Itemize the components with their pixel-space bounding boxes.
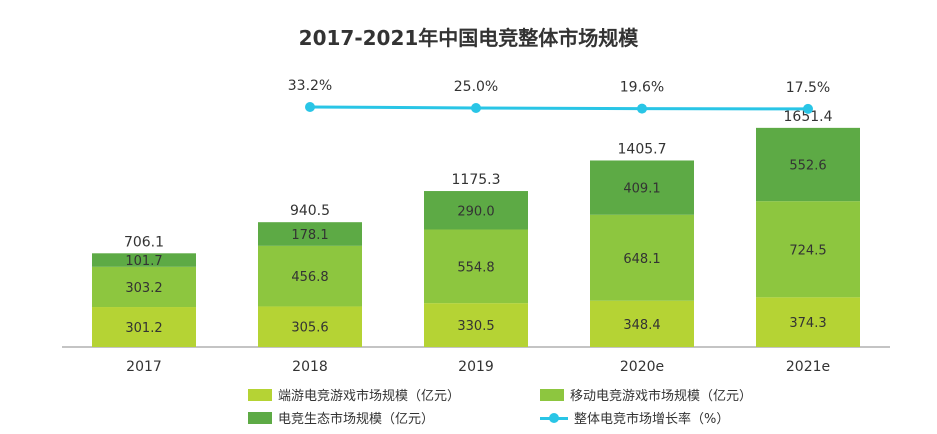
bar-segment-2021e-series-1 [756, 201, 860, 298]
growth-rate-label-2021e: 17.5% [786, 80, 830, 96]
legend-label-growth: 整体电竞市场增长率（%） [574, 412, 730, 427]
data-label-2020e-series-0: 348.4 [623, 318, 660, 333]
data-label-2019-series-2: 290.0 [457, 204, 494, 219]
bar-segment-2017-series-1 [92, 266, 196, 308]
bar-segment-2019-series-1 [424, 229, 528, 304]
bar-segment-2017-series-2 [92, 253, 196, 267]
legend-label-mobile: 移动电竞游戏市场规模（亿元） [570, 389, 753, 404]
bar-segment-2017-series-0 [92, 307, 196, 347]
bar-segment-2020e-series-0 [590, 300, 694, 347]
x-tick-label-2017: 2017 [126, 359, 162, 375]
data-label-2019-series-1: 554.8 [457, 260, 494, 275]
bar-segment-2021e-series-0 [756, 297, 860, 347]
total-label-2017: 706.1 [124, 234, 164, 250]
growth-rate-label-2019: 25.0% [454, 79, 498, 95]
legend-swatch-mobile [540, 388, 564, 401]
bar-segment-2018-series-0 [258, 306, 362, 347]
legend-label-pc: 端游电竞游戏市场规模（亿元） [278, 389, 461, 404]
data-label-2021e-series-0: 374.3 [789, 316, 826, 331]
legend-swatch-growth [540, 412, 568, 424]
bar-segment-2020e-series-1 [590, 214, 694, 301]
growth-rate-point-2019 [471, 102, 481, 113]
growth-rate-label-2020e: 19.6% [620, 80, 664, 96]
data-label-2019-series-0: 330.5 [457, 319, 494, 334]
legend-item-mobile: 移动电竞游戏市场规模（亿元） [540, 385, 752, 404]
total-label-2019: 1175.3 [452, 172, 501, 188]
data-label-2017-series-2: 101.7 [125, 254, 162, 269]
growth-rate-point-2018 [305, 102, 315, 112]
bar-segment-2018-series-2 [258, 222, 362, 246]
total-label-2021e: 1651.4 [784, 109, 833, 125]
data-label-2021e-series-2: 552.6 [789, 159, 826, 174]
data-label-2018-series-1: 456.8 [291, 270, 328, 285]
total-label-2018: 940.5 [290, 203, 330, 219]
data-label-2018-series-0: 305.6 [291, 321, 328, 336]
data-label-2018-series-2: 178.1 [291, 228, 328, 243]
data-label-2017-series-0: 301.2 [125, 321, 162, 336]
x-tick-label-2020e: 2020e [620, 359, 664, 375]
bar-segment-2020e-series-2 [590, 160, 694, 215]
legend-swatch-pc [248, 388, 272, 401]
total-label-2020e: 1405.7 [618, 141, 667, 157]
growth-rate-point-2021e [803, 103, 813, 114]
legend-item-pc: 端游电竞游戏市场规模（亿元） [248, 385, 460, 404]
legend-item-ecosystem: 电竞生态市场规模（亿元） [248, 408, 434, 427]
x-tick-label-2018: 2018 [292, 359, 328, 375]
data-label-2020e-series-2: 409.1 [623, 182, 660, 197]
growth-rate-line [309, 105, 809, 111]
chart-title: 2017-2021年中国电竞整体市场规模 [298, 26, 639, 50]
bar-segment-2018-series-1 [258, 245, 362, 307]
x-tick-label-2021e: 2021e [786, 359, 830, 375]
bar-segment-2019-series-0 [424, 303, 528, 347]
data-label-2020e-series-1: 648.1 [623, 252, 660, 267]
growth-rate-point-2020e [637, 103, 647, 114]
legend-label-ecosystem: 电竞生态市场规模（亿元） [278, 412, 435, 427]
bar-segment-2019-series-2 [424, 191, 528, 230]
data-label-2021e-series-1: 724.5 [789, 243, 826, 258]
legend-item-growth: 整体电竞市场增长率（%） [540, 408, 729, 427]
growth-rate-label-2018: 33.2% [288, 78, 332, 94]
legend-swatch-ecosystem [248, 411, 272, 424]
x-tick-label-2019: 2019 [458, 359, 494, 375]
data-label-2017-series-1: 303.2 [125, 281, 162, 296]
bar-segment-2021e-series-2 [756, 127, 860, 202]
